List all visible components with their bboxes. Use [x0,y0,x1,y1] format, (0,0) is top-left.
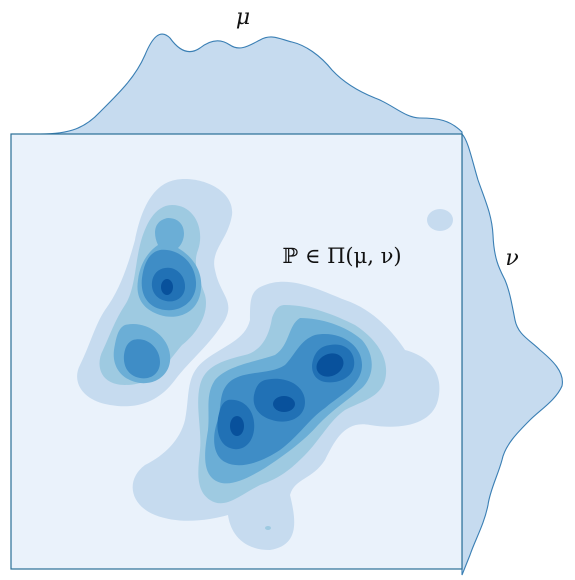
contour-level-6-upper-left-peak [161,279,173,295]
density-contours [77,179,453,550]
contour-level-6-right-peak [316,353,344,377]
contour-speck [265,526,271,530]
contour-level-6-lower-peak [230,416,244,436]
coupling-label: ℙ ∈ Π(μ, ν) [282,244,401,268]
mu-label: μ [236,5,250,30]
top-marginal-density-mu [39,33,463,135]
nu-label: ν [505,246,518,271]
right-marginal-density-nu [461,132,563,576]
contour-level-6-middle-peak [273,396,295,412]
contour-level-1-small-blob [427,209,453,231]
contour-level-4-lower-left [123,339,160,379]
